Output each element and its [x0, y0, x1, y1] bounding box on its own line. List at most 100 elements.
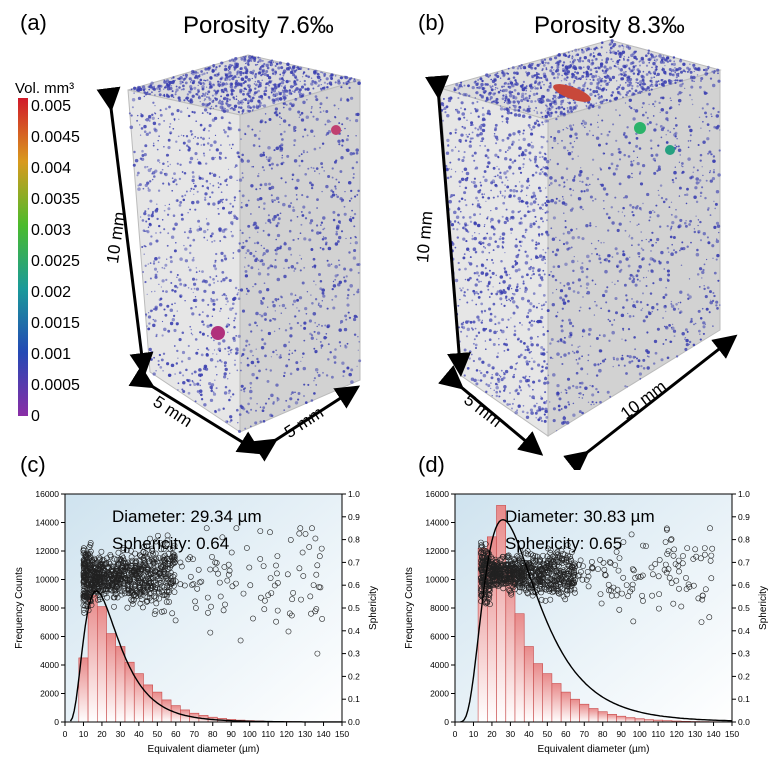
- pore-dot: [284, 258, 288, 263]
- pore-dot: [631, 244, 633, 247]
- pore-dot: [352, 256, 357, 260]
- pore-dot: [585, 282, 590, 286]
- pore-dot: [357, 81, 361, 85]
- pore-dot: [141, 246, 144, 248]
- pore-dot: [554, 62, 557, 64]
- pore-dot: [279, 73, 282, 76]
- pore-dot: [218, 65, 221, 68]
- pore-dot: [170, 235, 175, 239]
- pore-dot: [214, 68, 217, 71]
- pore-dot: [156, 148, 159, 151]
- pore-dot: [661, 56, 663, 59]
- pore-dot: [277, 217, 281, 221]
- pore-dot: [547, 61, 550, 65]
- pore-dot: [594, 301, 596, 303]
- pore-dot: [456, 228, 459, 231]
- pore-dot: [197, 137, 199, 139]
- pore-dot: [601, 119, 604, 122]
- pore-dot: [288, 322, 291, 325]
- pore-dot: [597, 391, 600, 394]
- pore-dot: [464, 295, 466, 297]
- pore-dot: [592, 89, 596, 94]
- pore-dot: [189, 156, 194, 161]
- pore-dot: [573, 106, 577, 110]
- pore-dot: [312, 257, 316, 261]
- pore-dot: [254, 421, 258, 425]
- pore-dot: [678, 224, 682, 228]
- pore-dot: [592, 52, 595, 54]
- pore-dot: [682, 62, 686, 66]
- pore-dot: [188, 90, 190, 93]
- pore-dot: [235, 98, 238, 101]
- pore-dot: [518, 103, 520, 105]
- pore-dot: [589, 224, 592, 227]
- pore-dot: [489, 96, 493, 100]
- pore-dot: [321, 291, 325, 295]
- pore-dot: [488, 269, 491, 272]
- pore-dot: [139, 124, 141, 126]
- pore-dot: [478, 133, 481, 136]
- pore-dot: [281, 78, 284, 81]
- pore-dot: [702, 140, 706, 144]
- pore-dot: [199, 384, 201, 387]
- pore-dot: [490, 221, 492, 223]
- pore-dot: [581, 180, 584, 183]
- pore-dot: [320, 224, 322, 226]
- pore-dot: [179, 257, 183, 261]
- pore-dot: [221, 229, 226, 233]
- pore-dot: [197, 161, 201, 165]
- pore-dot: [702, 321, 706, 325]
- pore-dot: [693, 323, 695, 326]
- pore-dot: [478, 125, 483, 129]
- pore-dot: [563, 96, 566, 98]
- pore-dot: [191, 94, 195, 98]
- colorbar-title: Vol. mm³: [15, 80, 75, 97]
- pore-dot: [300, 118, 305, 122]
- pore-dot: [282, 106, 285, 109]
- pore-dot: [589, 384, 591, 387]
- pore-dot: [294, 349, 297, 352]
- pore-dot: [488, 112, 492, 116]
- pore-dot: [220, 280, 223, 283]
- pore-dot: [336, 224, 340, 229]
- pore-dot: [648, 121, 652, 124]
- pore-dot: [288, 358, 290, 361]
- pore-dot: [670, 71, 673, 73]
- pore-dot: [503, 83, 506, 85]
- pore-dot: [168, 126, 171, 128]
- pore-dot: [300, 85, 305, 89]
- pore-dot: [240, 384, 244, 388]
- pore-dot: [636, 278, 639, 281]
- pore-dot: [153, 127, 157, 131]
- pore-dot: [598, 334, 601, 337]
- pore-dot: [345, 237, 347, 240]
- pore-dot: [290, 253, 293, 256]
- pore-dot: [556, 76, 560, 79]
- pore-dot: [246, 357, 249, 360]
- pore-dot: [153, 267, 158, 271]
- pore-dot: [623, 196, 625, 199]
- pore-dot: [241, 309, 246, 313]
- pore-dot: [583, 121, 588, 126]
- pore-dot: [337, 220, 341, 224]
- pore-dot: [146, 91, 149, 93]
- pore-dot: [276, 213, 280, 217]
- pore-dot: [540, 145, 544, 149]
- pore-dot: [715, 114, 720, 118]
- pore-dot: [166, 362, 170, 366]
- pore-dot: [677, 145, 680, 148]
- pore-dot: [709, 300, 713, 305]
- arrow-a-width: [128, 365, 263, 455]
- pore-dot: [228, 372, 231, 375]
- pore-dot: [610, 39, 614, 43]
- pore-dot: [280, 81, 285, 85]
- pore-dot: [495, 138, 499, 141]
- pore-dot: [256, 226, 260, 230]
- pore-dot: [250, 98, 252, 100]
- colorbar-tick: 0.0025: [31, 253, 80, 270]
- pore-dot: [175, 85, 178, 88]
- pore-dot: [158, 224, 161, 228]
- pore-dot: [594, 247, 597, 250]
- pore-dot: [616, 164, 619, 168]
- pore-dot: [274, 73, 276, 76]
